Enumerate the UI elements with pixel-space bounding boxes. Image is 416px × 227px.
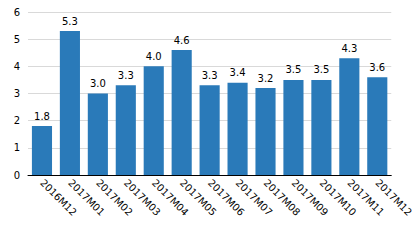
svg-text:2016M12: 2016M12 [38,177,79,218]
svg-text:2017M03: 2017M03 [121,177,163,218]
svg-text:5: 5 [14,34,20,45]
svg-text:2017M01: 2017M01 [66,177,107,218]
svg-text:2017M10: 2017M10 [317,177,359,218]
svg-text:3: 3 [14,88,20,99]
svg-text:2017M02: 2017M02 [94,177,135,218]
svg-text:2: 2 [14,115,20,126]
svg-text:2017M09: 2017M09 [289,177,331,218]
svg-text:2017M04: 2017M04 [149,177,191,218]
svg-text:3.6: 3.6 [369,62,385,73]
svg-text:6: 6 [14,7,20,18]
svg-text:2017M12: 2017M12 [373,177,414,218]
svg-text:0: 0 [14,170,20,181]
svg-text:1: 1 [14,142,20,153]
svg-text:4: 4 [14,61,20,72]
svg-text:3.3: 3.3 [202,70,218,81]
svg-text:3.4: 3.4 [230,67,246,78]
svg-text:4.6: 4.6 [174,35,190,46]
svg-text:3.5: 3.5 [285,64,301,75]
svg-text:2017M05: 2017M05 [177,177,219,218]
svg-text:2017M06: 2017M06 [205,177,247,218]
svg-text:3.3: 3.3 [118,70,134,81]
svg-text:3.5: 3.5 [313,64,329,75]
svg-text:2017M11: 2017M11 [345,177,387,218]
svg-text:5.3: 5.3 [62,16,78,27]
svg-text:3.0: 3.0 [90,78,106,89]
svg-text:2017M08: 2017M08 [261,177,303,218]
svg-text:3.2: 3.2 [258,73,274,84]
svg-text:2017M07: 2017M07 [233,177,275,218]
svg-text:4.0: 4.0 [146,51,162,62]
svg-text:1.8: 1.8 [34,111,50,122]
svg-text:4.3: 4.3 [341,43,357,54]
